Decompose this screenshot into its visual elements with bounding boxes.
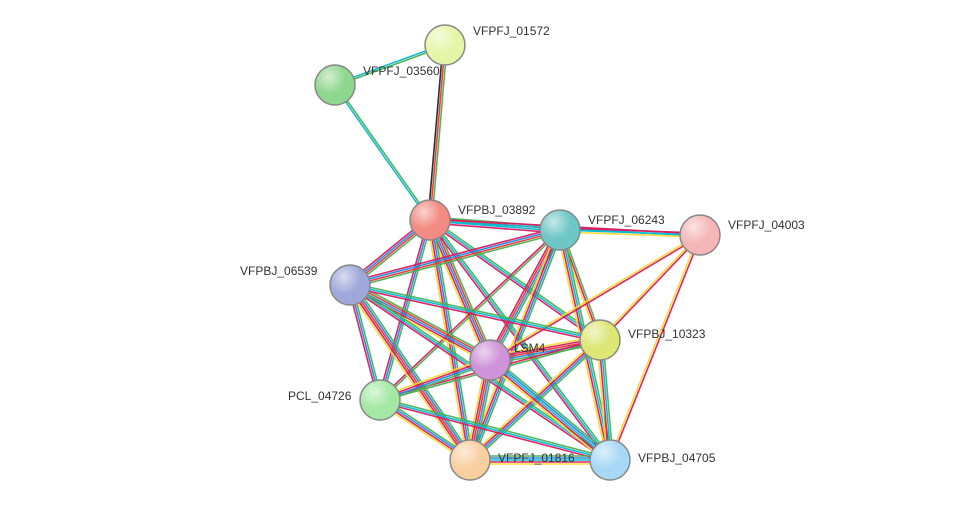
node-p04726[interactable] — [360, 380, 400, 420]
node-n06243[interactable] — [540, 210, 580, 250]
node-n04705[interactable] — [590, 440, 630, 480]
node-n04003[interactable] — [680, 215, 720, 255]
node-n10323[interactable] — [580, 320, 620, 360]
node-n03560[interactable] — [315, 65, 355, 105]
node-n01816[interactable] — [450, 440, 490, 480]
node-n03892[interactable] — [410, 200, 450, 240]
graph-svg — [0, 0, 976, 510]
network-diagram: VFPBJ_03892VFPFJ_06243VFPFJ_04003VFPBJ_0… — [0, 0, 976, 510]
node-n01572[interactable] — [425, 25, 465, 65]
node-n06539[interactable] — [330, 265, 370, 305]
node-lsm4[interactable] — [470, 340, 510, 380]
